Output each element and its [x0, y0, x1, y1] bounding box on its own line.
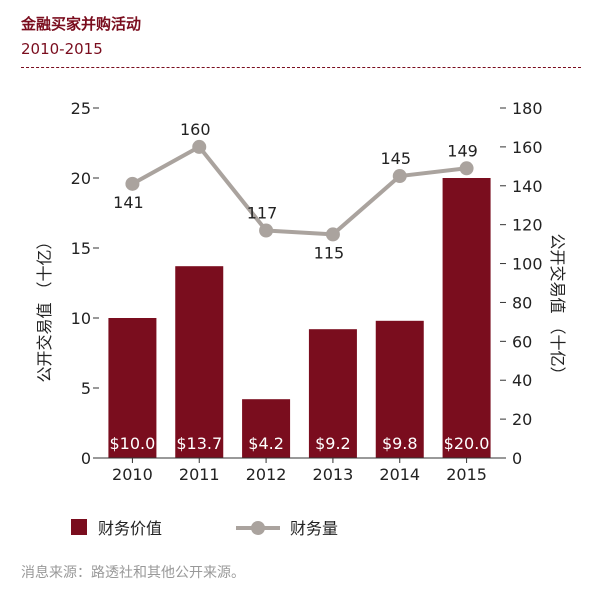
y-left-tick-label: 5 — [81, 379, 91, 398]
line-value-label: 141 — [113, 193, 144, 212]
y-right-tick-label: 140 — [512, 177, 543, 196]
source-note: 消息来源：路透社和其他公开来源。 — [21, 565, 245, 581]
bar-value-label: $9.8 — [382, 434, 418, 453]
series-line-财务量 — [131, 144, 467, 237]
line-value-label: 117 — [247, 204, 278, 223]
y-right-tick-label: 100 — [512, 255, 543, 274]
bar-2015 — [442, 178, 491, 458]
bar-value-label: $4.2 — [248, 434, 284, 453]
bar-value-label: $13.7 — [176, 434, 222, 453]
y-right-tick-label: 20 — [512, 410, 532, 429]
line-value-label: 160 — [180, 120, 211, 139]
chart-subtitle: 2010-2015 — [21, 40, 103, 58]
y-left-tick-label: 20 — [71, 169, 91, 188]
x-tick-label: 2013 — [313, 465, 354, 484]
line-value-label: 149 — [447, 141, 478, 160]
x-tick-label: 2012 — [246, 465, 287, 484]
y-right-tick-label: 120 — [512, 216, 543, 235]
legend-bar-label: 财务价值 — [98, 519, 162, 538]
bar-value-label: $20.0 — [444, 434, 490, 453]
x-tick-label: 2011 — [179, 465, 220, 484]
y-axis-left-label: 公开交易值 （十亿） — [35, 233, 54, 382]
chart: 0 5 10 15 20 25 0 20 40 60 80 100 120 140 160 180 2010… — [35, 99, 567, 538]
x-tick-label: 2010 — [112, 465, 153, 484]
bar-2010 — [108, 318, 157, 458]
legend: 财务价值 财务量 — [71, 519, 338, 538]
line-point-2013 — [325, 227, 340, 242]
y-right-tick-label: 160 — [512, 138, 543, 157]
bar-2012 — [242, 399, 291, 458]
y-right-tick-label: 60 — [512, 332, 532, 351]
line-point-2010 — [125, 176, 140, 191]
x-tick-label: 2014 — [379, 465, 420, 484]
chart-title: 金融买家并购活动 — [21, 15, 142, 33]
line-value-label: 145 — [380, 149, 411, 168]
bar-2014 — [375, 320, 424, 458]
x-tick-label: 2015 — [446, 465, 487, 484]
line-point-2015 — [459, 161, 474, 176]
line-point-2014 — [392, 169, 407, 184]
bar-2013 — [308, 329, 357, 458]
y-left-tick-label: 0 — [81, 449, 91, 468]
header-divider — [21, 67, 581, 68]
y-right-tick-label: 180 — [512, 99, 543, 118]
bar-2011 — [175, 266, 224, 458]
y-left-tick-label: 15 — [71, 239, 91, 258]
bar-value-label: $9.2 — [315, 434, 351, 453]
bar-value-label: $10.0 — [110, 434, 156, 453]
y-left-tick-label: 25 — [71, 99, 91, 118]
line-point-2012 — [259, 223, 274, 238]
y-left-tick-label: 10 — [71, 309, 91, 328]
y-axis-right-label: 公开交易值 （十亿） — [548, 233, 567, 382]
y-right-tick-label: 80 — [512, 293, 532, 312]
legend-line-label: 财务量 — [290, 519, 338, 538]
y-right-tick-label: 0 — [512, 449, 522, 468]
y-right-tick-label: 40 — [512, 371, 532, 390]
line-value-label: 115 — [314, 243, 345, 262]
legend-bar-swatch — [71, 519, 87, 535]
line-point-2011 — [192, 139, 207, 154]
legend-line-dot — [251, 521, 265, 535]
